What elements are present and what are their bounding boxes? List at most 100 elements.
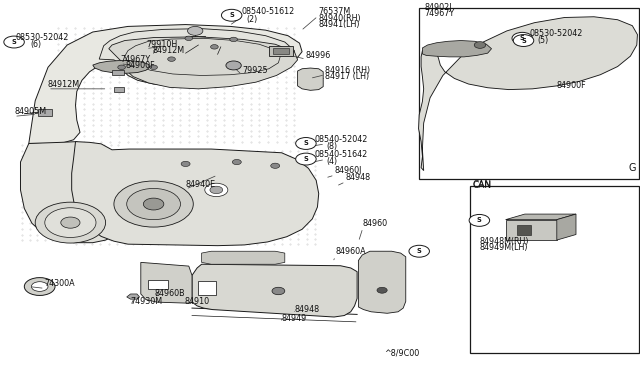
- Text: 84910: 84910: [184, 297, 209, 306]
- Text: 84912M: 84912M: [152, 46, 184, 55]
- Bar: [419, 8, 639, 179]
- Polygon shape: [109, 37, 298, 89]
- Polygon shape: [125, 38, 280, 76]
- Bar: [112, 70, 124, 76]
- Polygon shape: [557, 214, 576, 240]
- Text: 08540-52042: 08540-52042: [315, 135, 368, 144]
- Text: 84940(RH): 84940(RH): [318, 14, 361, 23]
- Text: S: S: [417, 248, 422, 254]
- Circle shape: [513, 35, 534, 46]
- Text: 76537M: 76537M: [318, 7, 350, 16]
- Circle shape: [409, 245, 429, 257]
- Text: 84960A: 84960A: [335, 247, 366, 256]
- Text: 74300A: 74300A: [45, 279, 76, 288]
- Circle shape: [221, 9, 242, 21]
- Text: S: S: [477, 217, 482, 224]
- Circle shape: [188, 26, 203, 35]
- Text: S: S: [303, 141, 308, 147]
- Circle shape: [469, 214, 490, 226]
- Text: 74967Y: 74967Y: [120, 55, 150, 64]
- Bar: [148, 280, 168, 289]
- Text: S: S: [521, 38, 526, 44]
- Circle shape: [205, 183, 228, 197]
- Text: 84996: 84996: [306, 51, 331, 60]
- Text: (4): (4): [326, 157, 337, 166]
- Text: 79910H: 79910H: [146, 40, 177, 49]
- Text: 84960: 84960: [363, 219, 388, 228]
- Text: 84905M: 84905M: [14, 108, 46, 116]
- Text: 84916 (RH): 84916 (RH): [325, 66, 371, 75]
- Polygon shape: [99, 29, 294, 84]
- Circle shape: [31, 282, 48, 291]
- Text: 74967Y: 74967Y: [424, 9, 454, 18]
- Bar: [273, 48, 289, 54]
- Circle shape: [168, 57, 175, 61]
- Circle shape: [35, 202, 106, 243]
- Polygon shape: [127, 294, 140, 299]
- Text: CAN: CAN: [472, 180, 492, 189]
- Text: 84960J: 84960J: [335, 166, 362, 175]
- Circle shape: [24, 278, 55, 295]
- Text: 84960B: 84960B: [155, 289, 186, 298]
- Text: G: G: [628, 163, 636, 173]
- Text: (6): (6): [31, 40, 42, 49]
- Text: 84940E: 84940E: [186, 180, 216, 189]
- Circle shape: [512, 32, 532, 44]
- Text: 84949: 84949: [282, 314, 307, 323]
- Circle shape: [377, 287, 387, 293]
- Text: S: S: [229, 12, 234, 18]
- Text: 84900F: 84900F: [125, 61, 155, 70]
- Bar: [470, 186, 639, 353]
- Circle shape: [143, 198, 164, 210]
- Text: 84912M: 84912M: [48, 80, 80, 89]
- Circle shape: [474, 42, 486, 48]
- Text: (5): (5): [538, 36, 549, 45]
- Polygon shape: [93, 61, 150, 73]
- Circle shape: [118, 65, 125, 70]
- Polygon shape: [358, 251, 406, 313]
- Polygon shape: [20, 142, 122, 243]
- Polygon shape: [29, 25, 302, 144]
- Text: S: S: [12, 39, 17, 45]
- Bar: [506, 219, 557, 240]
- Circle shape: [232, 160, 241, 165]
- Polygon shape: [419, 17, 637, 171]
- Text: S: S: [303, 156, 308, 162]
- Circle shape: [271, 163, 280, 169]
- Bar: [114, 87, 124, 92]
- Text: 08540-51612: 08540-51612: [242, 7, 295, 16]
- Polygon shape: [202, 251, 285, 264]
- Circle shape: [45, 208, 96, 237]
- Text: 84949M(LH): 84949M(LH): [480, 243, 529, 252]
- Text: 79925: 79925: [242, 66, 268, 75]
- Bar: [198, 280, 216, 295]
- Circle shape: [114, 181, 193, 227]
- Text: 84900F: 84900F: [557, 81, 586, 90]
- Text: (2): (2): [246, 15, 258, 24]
- Text: 08540-51642: 08540-51642: [315, 150, 368, 160]
- Polygon shape: [72, 142, 319, 246]
- Text: S: S: [520, 35, 525, 41]
- Circle shape: [296, 138, 316, 150]
- Bar: [269, 46, 293, 56]
- Circle shape: [211, 45, 218, 49]
- Text: 84948: 84948: [294, 305, 319, 314]
- Text: 84917 (LH): 84917 (LH): [325, 73, 369, 81]
- Text: 08530-52042: 08530-52042: [530, 29, 583, 38]
- Polygon shape: [192, 264, 357, 317]
- Circle shape: [150, 65, 157, 70]
- Circle shape: [272, 287, 285, 295]
- Circle shape: [210, 186, 223, 194]
- Text: 84941(LH): 84941(LH): [318, 20, 360, 29]
- Text: 84948: 84948: [346, 173, 371, 182]
- Text: (8): (8): [326, 141, 337, 151]
- Circle shape: [226, 61, 241, 70]
- Circle shape: [4, 36, 24, 48]
- Text: 08530-52042: 08530-52042: [16, 33, 69, 42]
- Circle shape: [181, 161, 190, 167]
- Text: 74930M: 74930M: [131, 297, 163, 306]
- Text: 84948M(RH): 84948M(RH): [480, 237, 529, 246]
- Text: ^8/9C00: ^8/9C00: [384, 348, 419, 357]
- Circle shape: [127, 189, 180, 219]
- Circle shape: [185, 36, 193, 41]
